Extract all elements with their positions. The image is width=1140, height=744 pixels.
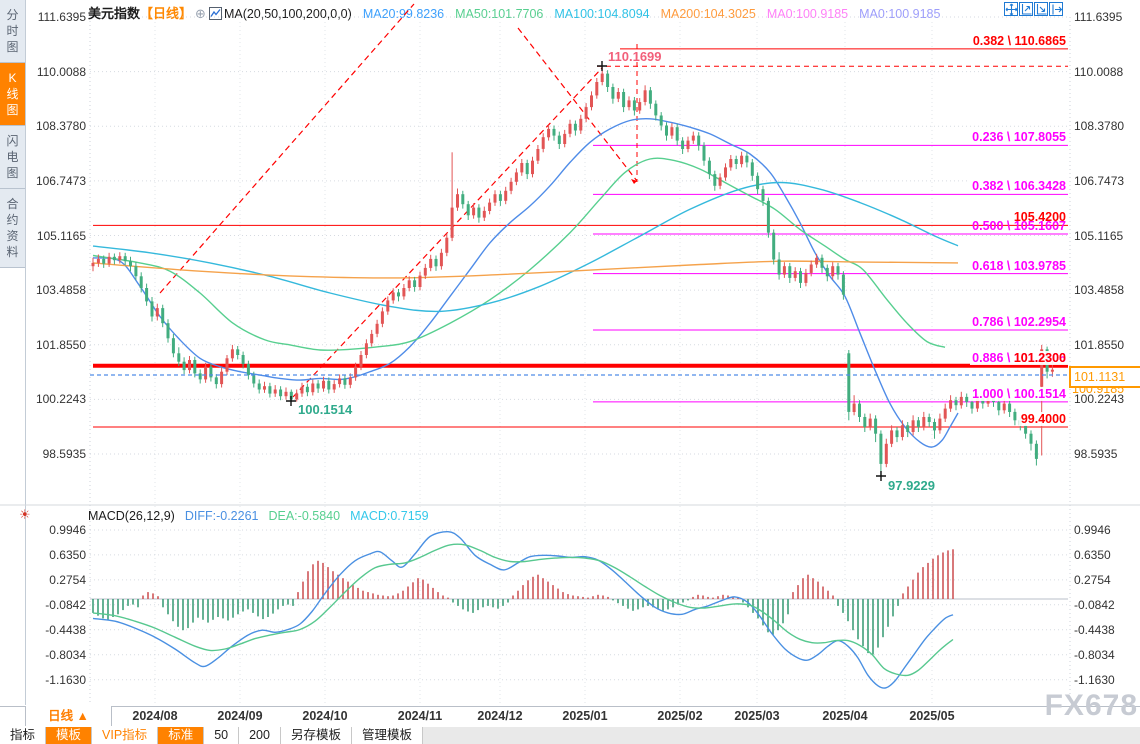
price-axis-label: 103.4858	[1074, 283, 1125, 297]
month-label-2025/05: 2025/05	[909, 709, 955, 723]
price-axis-label: 98.5935	[1074, 447, 1118, 461]
price-axis-label: 105.1165	[1074, 229, 1124, 243]
level-label: 0.786 \ 102.2954	[970, 315, 1068, 329]
macd-axis-label: -0.8034	[1074, 648, 1115, 662]
macd-axis-label: 0.2754	[1074, 573, 1111, 587]
zoom-y-axis-icon[interactable]	[1019, 2, 1033, 16]
macd-axis-label: -0.4438	[45, 623, 86, 637]
macd-axis-label: -0.4438	[1074, 623, 1115, 637]
level-label: 1.000 \ 100.1514	[970, 387, 1068, 401]
month-label-2024/09: 2024/09	[217, 709, 263, 723]
price-axis-label: 111.6395	[37, 10, 86, 24]
level-label: 105.4200	[1011, 210, 1068, 224]
macd-axis-label: -1.1630	[1074, 673, 1115, 687]
macd-axis-label: 0.2754	[49, 573, 86, 587]
toolbar-item-另存模板[interactable]: 另存模板	[280, 727, 352, 744]
price-axis-label: 111.6395	[1074, 10, 1123, 24]
indicator-sun-icon[interactable]: ☀	[19, 507, 31, 522]
annotation-110.1699: 110.1699	[608, 49, 662, 64]
annotation-97.9229: 97.9229	[888, 478, 935, 493]
watermark: FX678	[1044, 689, 1138, 722]
price-axis-label: 100.2243	[1074, 392, 1125, 406]
month-label-2024/10: 2024/10	[302, 709, 348, 723]
sidebar-tab-分时图[interactable]: 分时图	[0, 0, 25, 63]
macd-axis-label: 0.9946	[1074, 523, 1111, 537]
toolbar-item-标准[interactable]: 标准	[158, 727, 205, 744]
toolbar-item-200[interactable]: 200	[239, 727, 281, 744]
level-label: 0.382 \ 106.3428	[970, 179, 1068, 193]
annotation-100.1514: 100.1514	[298, 402, 353, 417]
toolbar-item-指标[interactable]: 指标	[0, 727, 47, 744]
macd-legend-item: DEA:-0.5840	[268, 509, 341, 523]
level-label: 99.4000	[1018, 412, 1068, 426]
price-axis-label: 108.3780	[35, 119, 86, 133]
toolbar-item-模板[interactable]: 模板	[46, 727, 93, 744]
price-axis-label: 100.2243	[35, 392, 86, 406]
level-label: 0.618 \ 103.9785	[970, 259, 1068, 273]
price-axis-label: 110.0088	[36, 65, 86, 79]
month-label-2024/11: 2024/11	[397, 709, 443, 723]
ma-legend-item: MA50:101.7706	[455, 7, 544, 21]
level-label: 0.382 \ 110.6865	[970, 34, 1068, 48]
price-axis-label: 105.1165	[36, 229, 86, 243]
macd-title: MACD(26,12,9)	[88, 509, 175, 523]
ma-legend: MA20:99.8236 MA50:101.7706 MA100:104.8094 M…	[352, 7, 941, 21]
price-axis-label: 108.3780	[1074, 119, 1125, 133]
price-axis-label: 103.4858	[35, 283, 86, 297]
macd-axis-label: 0.6350	[1074, 548, 1111, 562]
macd-axis-label: -0.0842	[45, 598, 86, 612]
month-label-2025/04: 2025/04	[822, 709, 868, 723]
ma-legend-item: MA200:104.3025	[660, 7, 756, 21]
chart-toolbar	[1004, 2, 1063, 16]
level-label: 0.236 \ 107.8055	[970, 130, 1068, 144]
ma-legend-item: MA20:99.8236	[362, 7, 445, 21]
level-label: 0.500 \ 105.1607	[972, 219, 1066, 233]
price-axis-label: 101.8550	[1074, 338, 1125, 352]
ma-legend-item: MA0:100.9185	[859, 7, 941, 21]
chart-type-icon[interactable]	[208, 7, 222, 23]
macd-header: MACD(26,12,9) DIFF:-0.2261 DEA:-0.5840 MACD…	[88, 509, 429, 523]
macd-axis-label: -0.8034	[45, 648, 86, 662]
level-label: 101.2300	[1013, 351, 1066, 365]
chart-header: 美元指数【日线】 ⊕ MA(20,50,100,200,0,0) MA20:99.82…	[88, 3, 940, 21]
symbol-title: 美元指数	[88, 6, 141, 21]
circle-plus-icon[interactable]: ⊕	[195, 6, 206, 21]
month-label-2025/03: 2025/03	[734, 709, 780, 723]
price-axis-label: 101.8550	[35, 338, 86, 352]
month-label-2025/02: 2025/02	[657, 709, 703, 723]
toolbar-item-50[interactable]: 50	[204, 727, 240, 744]
price-axis-label: 110.0088	[1074, 65, 1124, 79]
shift-right-icon[interactable]	[1049, 2, 1063, 16]
level-label: 0.886 \ 101.2306	[970, 351, 1068, 365]
macd-legend: DIFF:-0.2261 DEA:-0.5840 MACD:0.7159	[175, 509, 429, 523]
toolbar-item-管理模板[interactable]: 管理模板	[351, 727, 423, 744]
month-label-2025/01: 2025/01	[562, 709, 608, 723]
macd-axis-label: 0.6350	[49, 548, 86, 562]
toolbar-item-VIP指标[interactable]: VIP指标	[92, 727, 159, 744]
macd-legend-item: DIFF:-0.2261	[184, 509, 259, 523]
sidebar-tab-闪电图[interactable]: 闪电图	[0, 126, 25, 189]
macd-axis-label: 0.9946	[49, 523, 86, 537]
bottom-toolbar: 指标 模板 VIP指标 标准 50 200 另存模板 管理模板	[0, 727, 1140, 744]
zoom-x-axis-icon[interactable]	[1034, 2, 1048, 16]
ma-settings: MA(20,50,100,200,0,0)	[223, 7, 352, 21]
period-tag: 【日线】	[140, 6, 193, 21]
macd-legend-item: MACD:0.7159	[350, 509, 429, 523]
macd-axis-label: -0.0842	[1074, 598, 1115, 612]
price-axis-label: 106.7473	[1074, 174, 1125, 188]
current-price-box: 101.1131	[1069, 366, 1140, 388]
ma-legend-item: MA0:100.9185	[766, 7, 849, 21]
price-axis-label: 98.5935	[42, 447, 86, 461]
period-selector[interactable]: 日线 ▲	[25, 706, 112, 726]
macd-axis-label: -1.1630	[45, 673, 86, 687]
price-axis-label: 106.7473	[35, 174, 86, 188]
sidebar-tab-合约资料[interactable]: 合约资料	[0, 189, 25, 268]
month-label-2024/12: 2024/12	[477, 709, 523, 723]
pan-icon[interactable]	[1004, 2, 1018, 16]
month-label-2024/08: 2024/08	[132, 709, 178, 723]
